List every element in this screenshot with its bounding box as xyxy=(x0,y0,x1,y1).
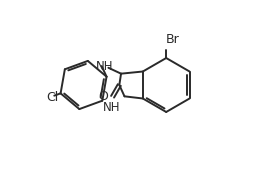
Text: NH: NH xyxy=(103,100,120,114)
Text: NH: NH xyxy=(96,59,114,73)
Text: O: O xyxy=(99,90,108,103)
Text: Cl: Cl xyxy=(46,91,58,104)
Text: Br: Br xyxy=(165,33,179,46)
